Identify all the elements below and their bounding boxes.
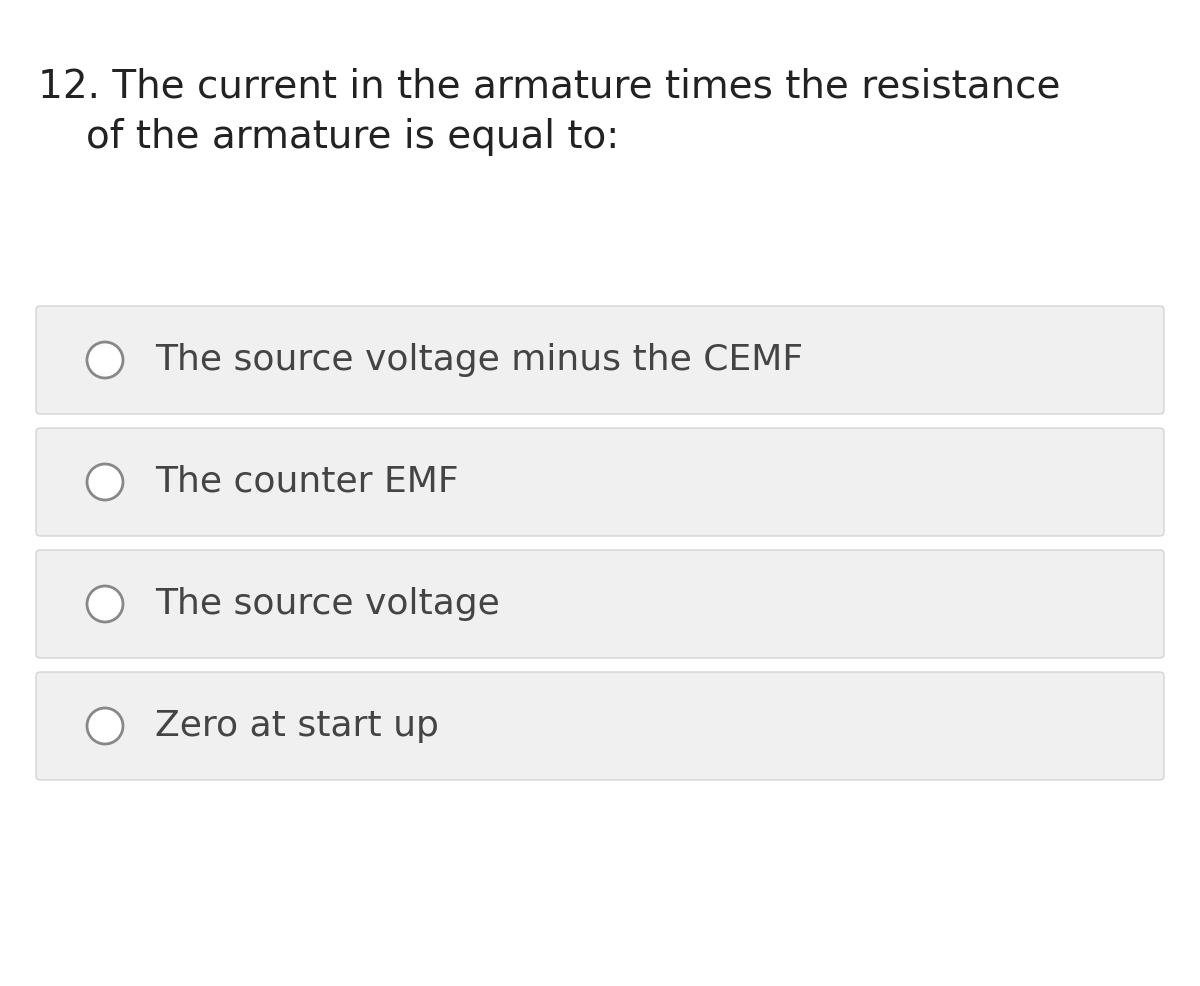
Text: The source voltage minus the CEMF: The source voltage minus the CEMF bbox=[155, 343, 803, 377]
Text: of the armature is equal to:: of the armature is equal to: bbox=[86, 118, 619, 156]
Text: The counter EMF: The counter EMF bbox=[155, 465, 458, 499]
FancyBboxPatch shape bbox=[36, 428, 1164, 536]
Circle shape bbox=[88, 464, 124, 500]
Text: 12. The current in the armature times the resistance: 12. The current in the armature times th… bbox=[38, 68, 1061, 106]
Circle shape bbox=[88, 342, 124, 378]
FancyBboxPatch shape bbox=[36, 550, 1164, 658]
Text: Zero at start up: Zero at start up bbox=[155, 709, 439, 743]
FancyBboxPatch shape bbox=[36, 306, 1164, 414]
Circle shape bbox=[88, 586, 124, 622]
Circle shape bbox=[88, 708, 124, 744]
Text: The source voltage: The source voltage bbox=[155, 587, 499, 621]
FancyBboxPatch shape bbox=[36, 672, 1164, 780]
